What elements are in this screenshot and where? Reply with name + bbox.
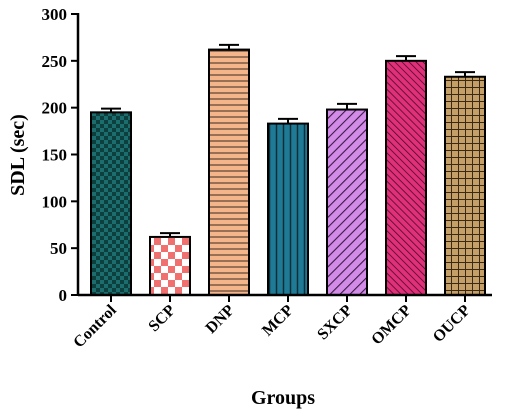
- x-tick-label-omcp: OMCP: [368, 302, 415, 349]
- y-axis-ticks: 0 50 100 150 200 250 300: [42, 5, 78, 305]
- x-tick-label-sxcp: SXCP: [314, 302, 356, 344]
- bar-mcp: [267, 122, 309, 296]
- y-tick-label: 200: [42, 99, 68, 118]
- bar-sxcp: [326, 108, 368, 297]
- y-tick-label: 50: [50, 239, 67, 258]
- x-tick-label-control: Control: [70, 301, 120, 351]
- x-tick-label-oucp: OUCP: [430, 302, 474, 346]
- x-axis-tick-labels: Control SCP DNP MCP SXCP OMCP OUCP: [70, 295, 474, 351]
- y-tick-label: 0: [59, 286, 68, 305]
- x-tick-label-dnp: DNP: [203, 302, 238, 337]
- x-axis-title: Groups: [251, 387, 315, 409]
- bar-omcp: [385, 59, 427, 297]
- bar-scp: [149, 235, 191, 296]
- y-tick-label: 100: [42, 192, 68, 211]
- x-tick-label-mcp: MCP: [259, 302, 297, 340]
- y-tick-label: 300: [42, 5, 68, 24]
- bar-control: [90, 111, 132, 296]
- bar-dnp: [208, 48, 250, 296]
- y-tick-label: 250: [42, 52, 68, 71]
- y-axis-title: SDL (sec): [7, 114, 29, 196]
- y-tick-label: 150: [42, 146, 68, 165]
- bar-oucp: [444, 75, 486, 296]
- x-tick-label-scp: SCP: [145, 302, 179, 336]
- bars: [90, 43, 486, 297]
